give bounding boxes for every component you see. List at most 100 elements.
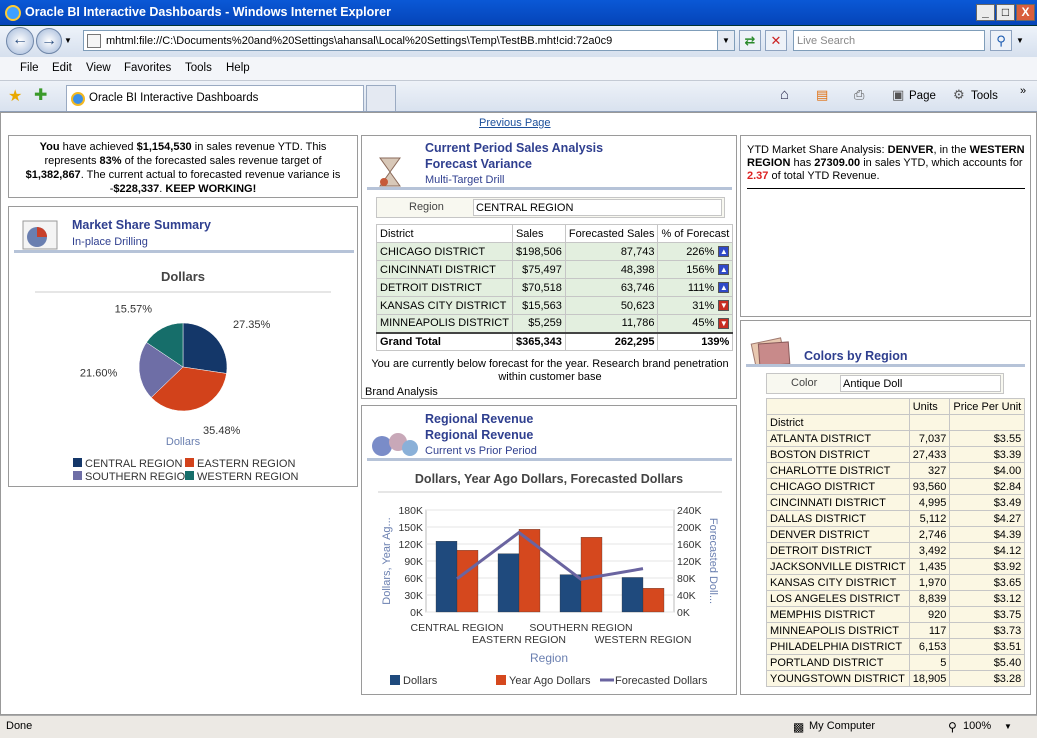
- y-tick-label: 180K: [398, 505, 423, 517]
- back-button[interactable]: ←: [6, 27, 34, 55]
- pie-slice[interactable]: [182, 322, 228, 374]
- menu-edit[interactable]: Edit: [52, 62, 72, 74]
- address-bar[interactable]: mhtml:file://C:\Documents%20and%20Settin…: [83, 30, 735, 51]
- table-row[interactable]: DENVER DISTRICT 2,746 $4.39: [766, 526, 1026, 543]
- table-row[interactable]: KANSAS CITY DISTRICT $15,563 50,623 31% ▼: [376, 296, 734, 315]
- stop-button[interactable]: ✕: [765, 30, 787, 51]
- previous-page-link[interactable]: Previous Page: [479, 117, 551, 129]
- sales-cell: $198,506: [511, 242, 566, 261]
- search-button[interactable]: ⚲: [990, 30, 1012, 51]
- zoom-dropdown-icon[interactable]: ▼: [1004, 722, 1012, 731]
- refresh-button[interactable]: ⇄: [739, 30, 761, 51]
- ytd-text-4: . The current actual to forecasted reven…: [80, 169, 341, 195]
- arrow-down-icon: ▼: [718, 300, 730, 312]
- menu-help[interactable]: Help: [226, 62, 250, 74]
- table-row[interactable]: CINCINNATI DISTRICT $75,497 48,398 156% ▲: [376, 260, 734, 279]
- y2-tick-label: 120K: [677, 556, 702, 568]
- table-row[interactable]: MINNEAPOLIS DISTRICT 117 $3.73: [766, 622, 1026, 639]
- ytd-target: $1,382,867: [25, 169, 81, 181]
- search-options-icon[interactable]: ▼: [1016, 36, 1024, 45]
- table-row[interactable]: MEMPHIS DISTRICT 920 $3.75: [766, 606, 1026, 623]
- brand-analysis-link[interactable]: Brand Analysis: [365, 386, 438, 398]
- table-row[interactable]: PHILADELPHIA DISTRICT 6,153 $3.51: [766, 638, 1026, 655]
- percent-cell: 156% ▲: [657, 260, 734, 279]
- forecast-cell: 11,786: [564, 314, 659, 333]
- table-row[interactable]: KANSAS CITY DISTRICT 1,970 $3.65: [766, 574, 1026, 591]
- regional-revenue-panel: Regional Revenue Regional Revenue Curren…: [361, 405, 737, 695]
- pie-slice[interactable]: [146, 322, 184, 368]
- table-row[interactable]: DETROIT DISTRICT $70,518 63,746 111% ▲: [376, 278, 734, 297]
- district-cell: MINNEAPOLIS DISTRICT: [376, 314, 513, 333]
- ytd-keep-working: KEEP WORKING!: [165, 183, 257, 195]
- bar-year-ago-dollars[interactable]: [456, 550, 479, 613]
- section-rule: [746, 364, 1025, 367]
- y2-tick-label: 160K: [677, 539, 702, 551]
- table-row[interactable]: DALLAS DISTRICT 5,112 $4.27: [766, 510, 1026, 527]
- table-row[interactable]: YOUNGSTOWN DISTRICT 18,905 $3.28: [766, 670, 1026, 687]
- maximize-button[interactable]: □: [996, 4, 1015, 21]
- bar-dollars[interactable]: [497, 553, 520, 613]
- line-forecasted-dollars[interactable]: [456, 530, 644, 581]
- bar-year-ago-dollars[interactable]: [518, 529, 541, 613]
- page-menu-button[interactable]: Page: [909, 90, 936, 102]
- total-label-cell: Grand Total: [376, 331, 513, 351]
- tab-oracle-bi[interactable]: Oracle BI Interactive Dashboards: [66, 85, 364, 111]
- bar-dollars[interactable]: [621, 577, 644, 613]
- home-icon[interactable]: ⌂: [780, 86, 790, 103]
- table-row[interactable]: MINNEAPOLIS DISTRICT $5,259 11,786 45% ▼: [376, 314, 734, 333]
- table-row[interactable]: CHICAGO DISTRICT $198,506 87,743 226% ▲: [376, 242, 734, 261]
- address-dropdown-icon[interactable]: ▼: [717, 31, 734, 50]
- menu-tools[interactable]: Tools: [185, 62, 212, 74]
- back-arrow-icon: ←: [12, 31, 28, 48]
- add-favorite-icon[interactable]: ✚: [34, 87, 48, 104]
- recent-pages-dropdown-icon[interactable]: ▼: [64, 36, 72, 45]
- bar-year-ago-dollars[interactable]: [580, 537, 603, 613]
- table-row[interactable]: CHICAGO DISTRICT 93,560 $2.84: [766, 478, 1026, 495]
- chevron-more-icon[interactable]: »: [1020, 85, 1027, 97]
- y2-tick-label: 40K: [677, 590, 696, 602]
- pie-slice[interactable]: [150, 366, 227, 412]
- computer-icon: ▩: [793, 720, 805, 734]
- y2-tick-label: 240K: [677, 505, 702, 517]
- feeds-icon[interactable]: ▤: [816, 87, 829, 102]
- table-row[interactable]: JACKSONVILLE DISTRICT 1,435 $3.92: [766, 558, 1026, 575]
- bar-dollars[interactable]: [435, 541, 458, 613]
- color-select[interactable]: Antique Doll: [840, 375, 1001, 392]
- price-cell: $3.75: [949, 606, 1026, 623]
- table-row[interactable]: PORTLAND DISTRICT 5 $5.40: [766, 654, 1026, 671]
- print-icon[interactable]: ⎙: [854, 87, 865, 102]
- y-tick-label: 90K: [404, 556, 423, 568]
- menu-file[interactable]: File: [20, 62, 39, 74]
- table-row[interactable]: CINCINNATI DISTRICT 4,995 $3.49: [766, 494, 1026, 511]
- bar-year-ago-dollars[interactable]: [642, 588, 665, 613]
- y-tick-label: 30K: [404, 590, 423, 602]
- table-row[interactable]: BOSTON DISTRICT 27,433 $3.39: [766, 446, 1026, 463]
- market-share-pie-chart[interactable]: Dollars 27.35% 35.48% 21.60% 15.57% Dollars CE…: [9, 257, 357, 487]
- table-row[interactable]: LOS ANGELES DISTRICT 8,839 $3.12: [766, 590, 1026, 607]
- close-button[interactable]: X: [1016, 4, 1035, 21]
- region-select[interactable]: CENTRAL REGION: [473, 199, 722, 216]
- district-cell: CHARLOTTE DISTRICT: [766, 462, 910, 479]
- pie-slice[interactable]: [138, 342, 184, 398]
- search-input[interactable]: Live Search: [793, 30, 985, 51]
- bar-dollars[interactable]: [559, 574, 582, 613]
- table-row[interactable]: DETROIT DISTRICT 3,492 $4.12: [766, 542, 1026, 559]
- regional-revenue-combo-chart[interactable]: Dollars, Year Ago Dollars, Forecasted Do…: [362, 464, 736, 694]
- forecast-variance-table: District Sales Forecasted Sales % of For…: [376, 224, 734, 351]
- units-cell: 5,112: [908, 510, 951, 527]
- arrow-up-icon: ▲: [718, 246, 730, 258]
- table-row[interactable]: CHARLOTTE DISTRICT 327 $4.00: [766, 462, 1026, 479]
- table-row[interactable]: ATLANTA DISTRICT 7,037 $3.55: [766, 430, 1026, 447]
- menu-bar: File Edit View Favorites Tools Help: [0, 57, 1037, 81]
- new-tab-button[interactable]: [366, 85, 396, 111]
- menu-view[interactable]: View: [86, 62, 111, 74]
- pie-label: 15.57%: [115, 304, 153, 316]
- tools-menu-button[interactable]: Tools: [971, 90, 998, 102]
- market-share-panel: Market Share Summary In-place Drilling D…: [8, 206, 358, 487]
- zoom-level[interactable]: 100%: [963, 720, 992, 732]
- menu-favorites[interactable]: Favorites: [124, 62, 172, 74]
- market-share-title: Market Share Summary: [72, 218, 211, 232]
- forward-button[interactable]: →: [36, 28, 62, 54]
- minimize-button[interactable]: _: [976, 4, 995, 21]
- favorites-star-icon[interactable]: ★: [8, 88, 23, 105]
